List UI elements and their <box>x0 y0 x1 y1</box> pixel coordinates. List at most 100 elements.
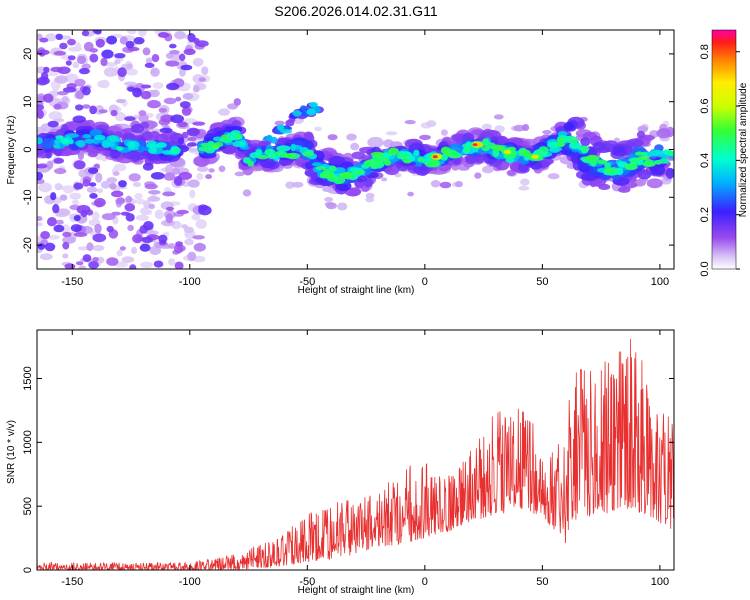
spectrogram-blob <box>101 142 116 148</box>
spectrogram-blob <box>168 258 176 266</box>
spectrogram-blob <box>72 115 86 124</box>
spectrogram-blob <box>302 151 314 157</box>
spectrogram-blob <box>656 128 672 139</box>
spectrogram-blob <box>37 76 50 85</box>
spectrogram-blob <box>124 203 136 212</box>
spectrogram-blob <box>404 120 416 125</box>
spectrogram-blob <box>172 53 181 62</box>
spectrogram-blob <box>55 135 64 140</box>
spectrogram-blob <box>53 103 62 110</box>
spectrogram-blob <box>218 108 231 116</box>
y-tick-label: 0 <box>22 146 34 152</box>
spectrogram-blob <box>134 193 143 200</box>
spectrogram-blob <box>371 151 384 158</box>
x-tick-label: -150 <box>61 276 83 288</box>
spectrogram-blob <box>84 138 95 144</box>
spectrogram-blob <box>184 238 194 246</box>
spectrogram-blob <box>142 47 151 56</box>
spectrogram-blob <box>67 55 76 61</box>
spectrogram-blob <box>275 150 284 156</box>
spectrogram-blob <box>183 226 194 233</box>
spectrogram-blob <box>200 142 214 147</box>
spectrogram-blob <box>312 162 322 167</box>
spectrogram-blob <box>208 168 215 173</box>
spectrogram-blob <box>151 54 160 63</box>
spectrogram-blob <box>234 171 245 177</box>
spectrogram-blob <box>169 50 180 55</box>
spectrogram-blob <box>165 52 174 59</box>
spectrogram-blob <box>92 256 99 263</box>
spectrogram-blob <box>612 145 626 153</box>
spectrogram-blob <box>94 197 106 208</box>
spectrogram-blob <box>99 79 110 89</box>
spectrogram-blob <box>132 182 142 187</box>
snr-plot-area <box>37 330 674 570</box>
spectrogram-blob <box>89 48 98 53</box>
spectrogram-blob <box>588 156 595 162</box>
spectrogram-blob <box>363 159 375 167</box>
spectrogram-blob <box>177 121 188 128</box>
spectrogram-blob <box>143 221 154 231</box>
spectrogram-blob <box>78 67 90 75</box>
spectrogram-blob <box>106 257 119 266</box>
spectrogram-blob <box>173 176 183 186</box>
spectrogram-blob <box>130 150 141 162</box>
spectrogram-blob <box>290 143 297 152</box>
spectrogram-blob <box>148 203 155 210</box>
spectrogram-blob <box>152 82 164 89</box>
spectrogram-blob <box>192 57 204 67</box>
spectrogram-blob <box>108 135 118 142</box>
spectrogram-blob <box>322 187 333 192</box>
spectrogram-blob <box>179 53 186 62</box>
spectrogram-blob <box>413 149 420 157</box>
spectrogram-blob <box>145 230 159 235</box>
spectrogram-blob <box>37 243 46 250</box>
spectrogram-blob <box>121 256 135 263</box>
spectrogram-blob <box>53 157 65 164</box>
spectrogram-blob <box>451 165 459 171</box>
spectrogram-blob <box>642 161 656 167</box>
spectrogram-blob <box>89 53 99 63</box>
spectrogram-blob <box>219 137 233 143</box>
spectrogram-blob <box>122 132 135 140</box>
spectrogram-blob <box>55 219 64 225</box>
spectrogram-blob <box>276 145 291 152</box>
spectrogram-blob <box>247 160 255 167</box>
spectrogram-y-ticks: -20 -10 0 10 20 <box>22 48 674 253</box>
spectrogram-blob <box>201 66 209 75</box>
spectrogram-blob <box>147 100 161 109</box>
spectrogram-blob <box>175 96 182 102</box>
spectrogram-blob <box>129 264 137 269</box>
spectrogram-blob <box>175 241 184 247</box>
y-tick-label: -10 <box>22 189 34 205</box>
y-tick-label: 20 <box>22 48 34 60</box>
spectrogram-blob <box>73 182 84 190</box>
spectrogram-blob <box>135 214 149 221</box>
spectrogram-blob <box>548 147 561 153</box>
spectrogram-blob <box>37 216 43 222</box>
spectrogram-blob <box>171 167 181 175</box>
spectrogram-blob <box>604 162 611 170</box>
spectrogram-blob <box>221 134 229 139</box>
spectrogram-blob <box>179 68 186 77</box>
snr-x-ticks: -150 -100 -50 0 50 100 <box>61 330 669 588</box>
spectrogram-blob <box>140 207 151 216</box>
spectrogram-blob <box>75 129 94 136</box>
spectrogram-blob <box>492 149 500 158</box>
y-tick-label: 0 <box>22 567 34 573</box>
spectrogram-blob <box>100 180 111 189</box>
spectrogram-blob <box>547 141 560 149</box>
spectrogram-blob <box>64 73 79 83</box>
spectrogram-blob <box>646 178 663 189</box>
spectrogram-blob <box>114 53 126 59</box>
spectrogram-blob <box>94 134 106 141</box>
spectrogram-blob <box>187 251 197 261</box>
spectrogram-blob <box>126 63 133 70</box>
spectrogram-blob <box>116 146 124 151</box>
spectrogram-blob <box>132 234 143 244</box>
spectrogram-blob <box>158 234 168 243</box>
spectrogram-blob <box>62 231 72 238</box>
spectrogram-blob <box>54 168 67 175</box>
spectrogram-blob <box>187 147 198 152</box>
spectrogram-blob <box>197 166 209 173</box>
